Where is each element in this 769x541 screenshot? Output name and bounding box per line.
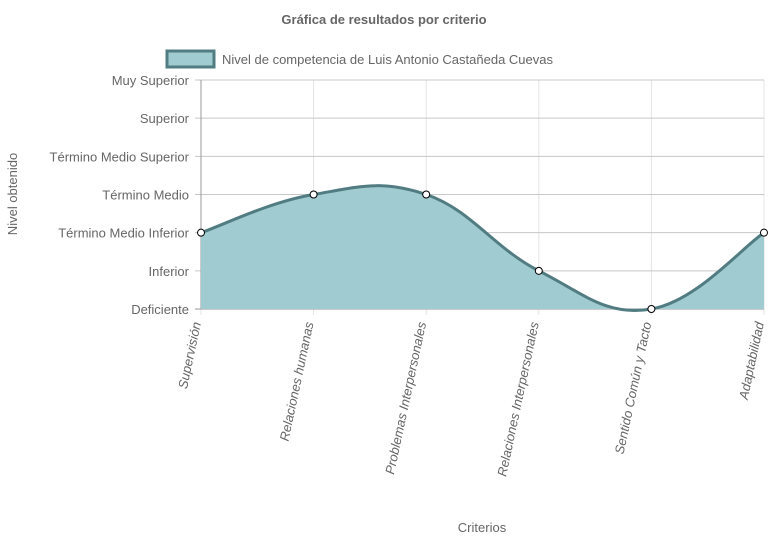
- data-point[interactable]: [309, 190, 318, 199]
- x-axis-title: Criterios: [458, 520, 507, 535]
- y-tick-label: Deficiente: [131, 302, 189, 317]
- y-tick-label: Término Medio Superior: [50, 149, 190, 164]
- y-tick-label: Superior: [140, 111, 190, 126]
- data-points: [197, 190, 768, 313]
- data-point[interactable]: [647, 305, 656, 313]
- area-layer: [200, 184, 765, 312]
- legend-label: Nivel de competencia de Luis Antonio Cas…: [222, 52, 553, 67]
- x-tick-label: Relaciones Interpersonales: [494, 320, 542, 478]
- data-point[interactable]: [534, 266, 543, 275]
- series-line: [200, 184, 765, 312]
- y-tick-label: Muy Superior: [112, 73, 190, 88]
- y-axis-title: Nivel obtenido: [5, 153, 20, 235]
- x-tick-label: Relaciones humanas: [277, 320, 317, 442]
- y-tick-label: Término Medio: [102, 188, 189, 203]
- series-area: [201, 185, 764, 311]
- legend[interactable]: Nivel de competencia de Luis Antonio Cas…: [165, 49, 553, 69]
- data-point[interactable]: [760, 228, 768, 237]
- y-tick-label: Inferior: [149, 264, 190, 279]
- x-tick-label: Problemas Interpersonales: [382, 320, 429, 476]
- data-point[interactable]: [197, 228, 205, 237]
- legend-swatch: [165, 49, 216, 69]
- x-axis-ticks: Supervisión Relaciones humanas Problemas I…: [175, 320, 767, 478]
- data-point[interactable]: [422, 190, 431, 199]
- x-tick-label: Adaptabilidad: [736, 320, 767, 402]
- x-tick-label: Sentido Común y Tacto: [612, 321, 655, 456]
- y-axis-ticks: Deficiente Inferior Término Medio Inferior…: [50, 73, 190, 317]
- chart-title: Gráfica de resultados por criterio: [281, 12, 486, 27]
- y-tick-label: Término Medio Inferior: [58, 226, 189, 241]
- x-tick-label: Supervisión: [175, 321, 204, 391]
